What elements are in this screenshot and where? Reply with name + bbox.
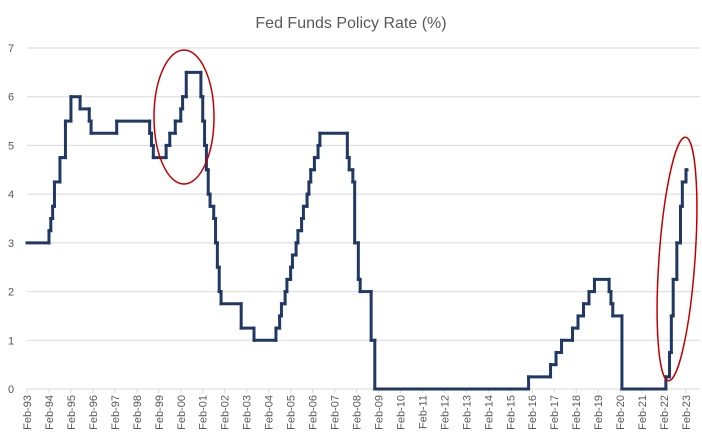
x-tick-label: Feb-04 bbox=[264, 395, 276, 430]
x-tick-label: Feb-13 bbox=[461, 395, 473, 430]
y-tick-label: 7 bbox=[8, 43, 14, 55]
x-tick-label: Feb-99 bbox=[154, 395, 166, 430]
x-tick-label: Feb-02 bbox=[220, 395, 232, 430]
x-tick-label: Feb-12 bbox=[439, 395, 451, 430]
x-tick-label: Feb-07 bbox=[330, 395, 342, 430]
x-tick-label: Feb-20 bbox=[615, 395, 627, 430]
x-tick-label: Feb-11 bbox=[417, 395, 429, 429]
x-tick-label: Feb-10 bbox=[395, 395, 407, 430]
x-tick-label: Feb-97 bbox=[110, 395, 122, 430]
y-tick-label: 6 bbox=[8, 92, 14, 104]
highlight-ellipse bbox=[656, 136, 698, 382]
x-tick-label: Feb-05 bbox=[286, 395, 298, 430]
x-tick-label: Feb-14 bbox=[483, 395, 495, 430]
y-tick-label: 1 bbox=[8, 335, 14, 347]
x-tick-label: Feb-09 bbox=[373, 395, 385, 430]
x-tick-label: Feb-00 bbox=[176, 395, 188, 430]
chart-title: Fed Funds Policy Rate (%) bbox=[255, 15, 446, 32]
x-tick-label: Feb-94 bbox=[44, 395, 56, 430]
y-tick-label: 5 bbox=[8, 140, 14, 152]
x-tick-label: Feb-23 bbox=[681, 395, 693, 430]
x-tick-label: Feb-95 bbox=[66, 395, 78, 430]
x-tick-label: Feb-93 bbox=[22, 395, 34, 430]
x-tick-label: Feb-21 bbox=[637, 395, 649, 430]
x-tick-label: Feb-19 bbox=[593, 395, 605, 430]
x-tick-label: Feb-98 bbox=[132, 395, 144, 430]
x-tick-label: Feb-22 bbox=[659, 395, 671, 430]
x-tick-label: Feb-16 bbox=[527, 395, 539, 430]
x-tick-label: Feb-08 bbox=[352, 395, 364, 430]
highlight-ellipse bbox=[153, 49, 215, 185]
x-tick-label: Feb-06 bbox=[308, 395, 320, 430]
y-tick-label: 2 bbox=[8, 287, 14, 299]
x-tick-label: Feb-03 bbox=[242, 395, 254, 430]
x-tick-label: Feb-18 bbox=[571, 395, 583, 430]
x-tick-label: Feb-01 bbox=[198, 395, 210, 430]
y-tick-label: 4 bbox=[8, 189, 14, 201]
x-tick-label: Feb-15 bbox=[505, 395, 517, 430]
x-tick-label: Feb-17 bbox=[549, 395, 561, 430]
x-tick-label: Feb-96 bbox=[88, 395, 100, 430]
y-tick-label: 0 bbox=[8, 384, 14, 396]
y-tick-label: 3 bbox=[8, 238, 14, 250]
